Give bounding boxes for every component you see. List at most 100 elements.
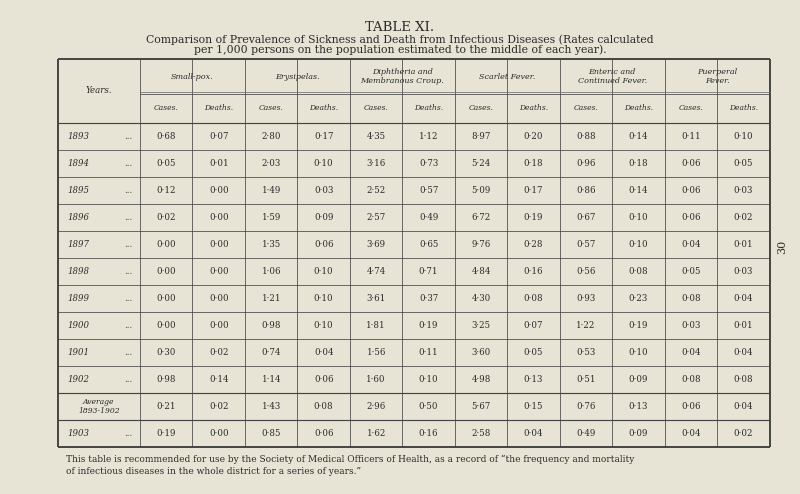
Text: per 1,000 persons on the population estimated to the middle of each year).: per 1,000 persons on the population esti… — [194, 44, 606, 55]
Text: 3·16: 3·16 — [366, 159, 386, 167]
Text: 0·01: 0·01 — [209, 159, 229, 167]
Text: 0·13: 0·13 — [629, 402, 648, 411]
Text: Enteric and
Continued Fever.: Enteric and Continued Fever. — [578, 68, 646, 85]
Text: 0·00: 0·00 — [209, 267, 229, 276]
Text: 0·04: 0·04 — [681, 429, 701, 438]
Text: Puerperal
Fever.: Puerperal Fever. — [697, 68, 737, 85]
Text: 4·84: 4·84 — [471, 267, 490, 276]
Text: 0·21: 0·21 — [157, 402, 176, 411]
Text: 0·01: 0·01 — [734, 240, 753, 248]
Text: 0·16: 0·16 — [524, 267, 543, 276]
Text: 0·08: 0·08 — [314, 402, 334, 411]
Text: Cases.: Cases. — [678, 104, 703, 112]
Text: 2·58: 2·58 — [471, 429, 490, 438]
Text: 0·08: 0·08 — [629, 267, 648, 276]
Text: 0·06: 0·06 — [314, 429, 334, 438]
Text: Deaths.: Deaths. — [309, 104, 338, 112]
Text: 0·19: 0·19 — [419, 321, 438, 330]
Text: 8·97: 8·97 — [471, 131, 490, 140]
Text: Erysipelas.: Erysipelas. — [275, 73, 320, 81]
Text: 0·17: 0·17 — [314, 131, 334, 140]
Text: 0·88: 0·88 — [576, 131, 596, 140]
Text: 1902: 1902 — [67, 375, 89, 384]
Text: Cases.: Cases. — [574, 104, 598, 112]
Text: 0·85: 0·85 — [262, 429, 281, 438]
Text: 0·12: 0·12 — [157, 186, 176, 195]
Text: 2·80: 2·80 — [262, 131, 281, 140]
Text: 0·11: 0·11 — [681, 131, 701, 140]
Text: 0·08: 0·08 — [524, 294, 543, 303]
Text: 1·56: 1·56 — [366, 348, 386, 357]
Text: 0·71: 0·71 — [419, 267, 438, 276]
Text: 0·51: 0·51 — [576, 375, 596, 384]
Text: 1894: 1894 — [67, 159, 89, 167]
Text: 0·04: 0·04 — [524, 429, 543, 438]
Text: 4·98: 4·98 — [471, 375, 490, 384]
Text: 1903: 1903 — [67, 429, 89, 438]
Text: Cases.: Cases. — [258, 104, 284, 112]
Text: 0·49: 0·49 — [576, 429, 596, 438]
Text: 0·04: 0·04 — [734, 294, 753, 303]
Text: 1·35: 1·35 — [262, 240, 281, 248]
Text: 1895: 1895 — [67, 186, 89, 195]
Text: 0·13: 0·13 — [524, 375, 543, 384]
Text: 1·22: 1·22 — [576, 321, 596, 330]
Text: 1·81: 1·81 — [366, 321, 386, 330]
Text: 0·05: 0·05 — [524, 348, 543, 357]
Text: 0·00: 0·00 — [157, 294, 176, 303]
Text: 1900: 1900 — [67, 321, 89, 330]
Text: 0·04: 0·04 — [734, 348, 753, 357]
Text: 0·09: 0·09 — [629, 429, 648, 438]
Text: 0·03: 0·03 — [682, 321, 701, 330]
Text: 1896: 1896 — [67, 213, 89, 222]
Text: ...: ... — [125, 375, 133, 384]
Text: 0·06: 0·06 — [681, 402, 701, 411]
Text: 2·96: 2·96 — [366, 402, 386, 411]
Text: 0·96: 0·96 — [576, 159, 596, 167]
Text: Scarlet Fever.: Scarlet Fever. — [479, 73, 535, 81]
Text: ...: ... — [125, 348, 133, 357]
Text: 4·30: 4·30 — [471, 294, 490, 303]
Text: 0·56: 0·56 — [576, 267, 596, 276]
Text: 0·00: 0·00 — [157, 240, 176, 248]
Text: 0·67: 0·67 — [576, 213, 596, 222]
Text: 1·21: 1·21 — [262, 294, 281, 303]
Text: 0·00: 0·00 — [157, 267, 176, 276]
Text: 0·10: 0·10 — [314, 267, 334, 276]
Text: 1·43: 1·43 — [262, 402, 281, 411]
Text: 0·10: 0·10 — [629, 240, 648, 248]
Text: 0·08: 0·08 — [681, 294, 701, 303]
Text: 3·69: 3·69 — [366, 240, 386, 248]
Text: 5·24: 5·24 — [471, 159, 490, 167]
Text: 0·05: 0·05 — [157, 159, 176, 167]
Text: 2·57: 2·57 — [366, 213, 386, 222]
Text: 1·59: 1·59 — [262, 213, 281, 222]
Text: 4·35: 4·35 — [366, 131, 386, 140]
Text: 0·10: 0·10 — [734, 131, 753, 140]
Text: 1·49: 1·49 — [262, 186, 281, 195]
Text: 0·10: 0·10 — [629, 348, 648, 357]
Text: 0·73: 0·73 — [419, 159, 438, 167]
Text: 0·49: 0·49 — [419, 213, 438, 222]
Text: 1·06: 1·06 — [262, 267, 281, 276]
Text: 1897: 1897 — [67, 240, 89, 248]
Text: 5·09: 5·09 — [471, 186, 490, 195]
Text: 0·17: 0·17 — [524, 186, 543, 195]
Text: 0·74: 0·74 — [262, 348, 281, 357]
Text: Cases.: Cases. — [469, 104, 494, 112]
Text: 0·00: 0·00 — [209, 321, 229, 330]
Text: 0·68: 0·68 — [157, 131, 176, 140]
Text: 0·10: 0·10 — [629, 213, 648, 222]
Text: 0·10: 0·10 — [314, 159, 334, 167]
Text: ...: ... — [125, 267, 133, 276]
Text: 0·03: 0·03 — [734, 186, 753, 195]
Text: 0·57: 0·57 — [419, 186, 438, 195]
Text: 0·00: 0·00 — [209, 429, 229, 438]
Text: 1·62: 1·62 — [366, 429, 386, 438]
Text: 0·02: 0·02 — [209, 348, 229, 357]
Text: 9·76: 9·76 — [471, 240, 490, 248]
Text: 0·19: 0·19 — [524, 213, 543, 222]
Text: 0·03: 0·03 — [734, 267, 753, 276]
Text: 1898: 1898 — [67, 267, 89, 276]
Text: ...: ... — [125, 240, 133, 248]
